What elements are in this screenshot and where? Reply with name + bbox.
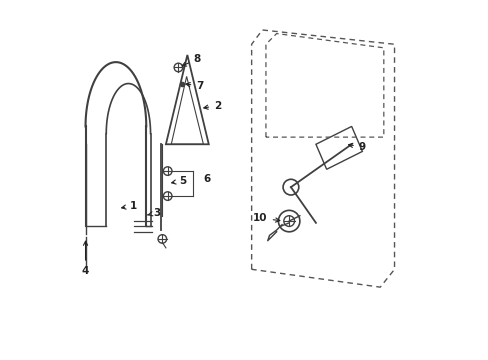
Text: 8: 8: [182, 54, 201, 66]
Text: 9: 9: [348, 141, 365, 152]
Text: 7: 7: [185, 81, 203, 91]
Text: 4: 4: [81, 241, 89, 276]
Text: 1: 1: [122, 201, 137, 211]
Text: 10: 10: [253, 213, 279, 223]
Text: 3: 3: [147, 208, 161, 218]
Text: 2: 2: [203, 100, 221, 111]
Text: 5: 5: [171, 176, 186, 185]
Text: 6: 6: [203, 174, 210, 184]
